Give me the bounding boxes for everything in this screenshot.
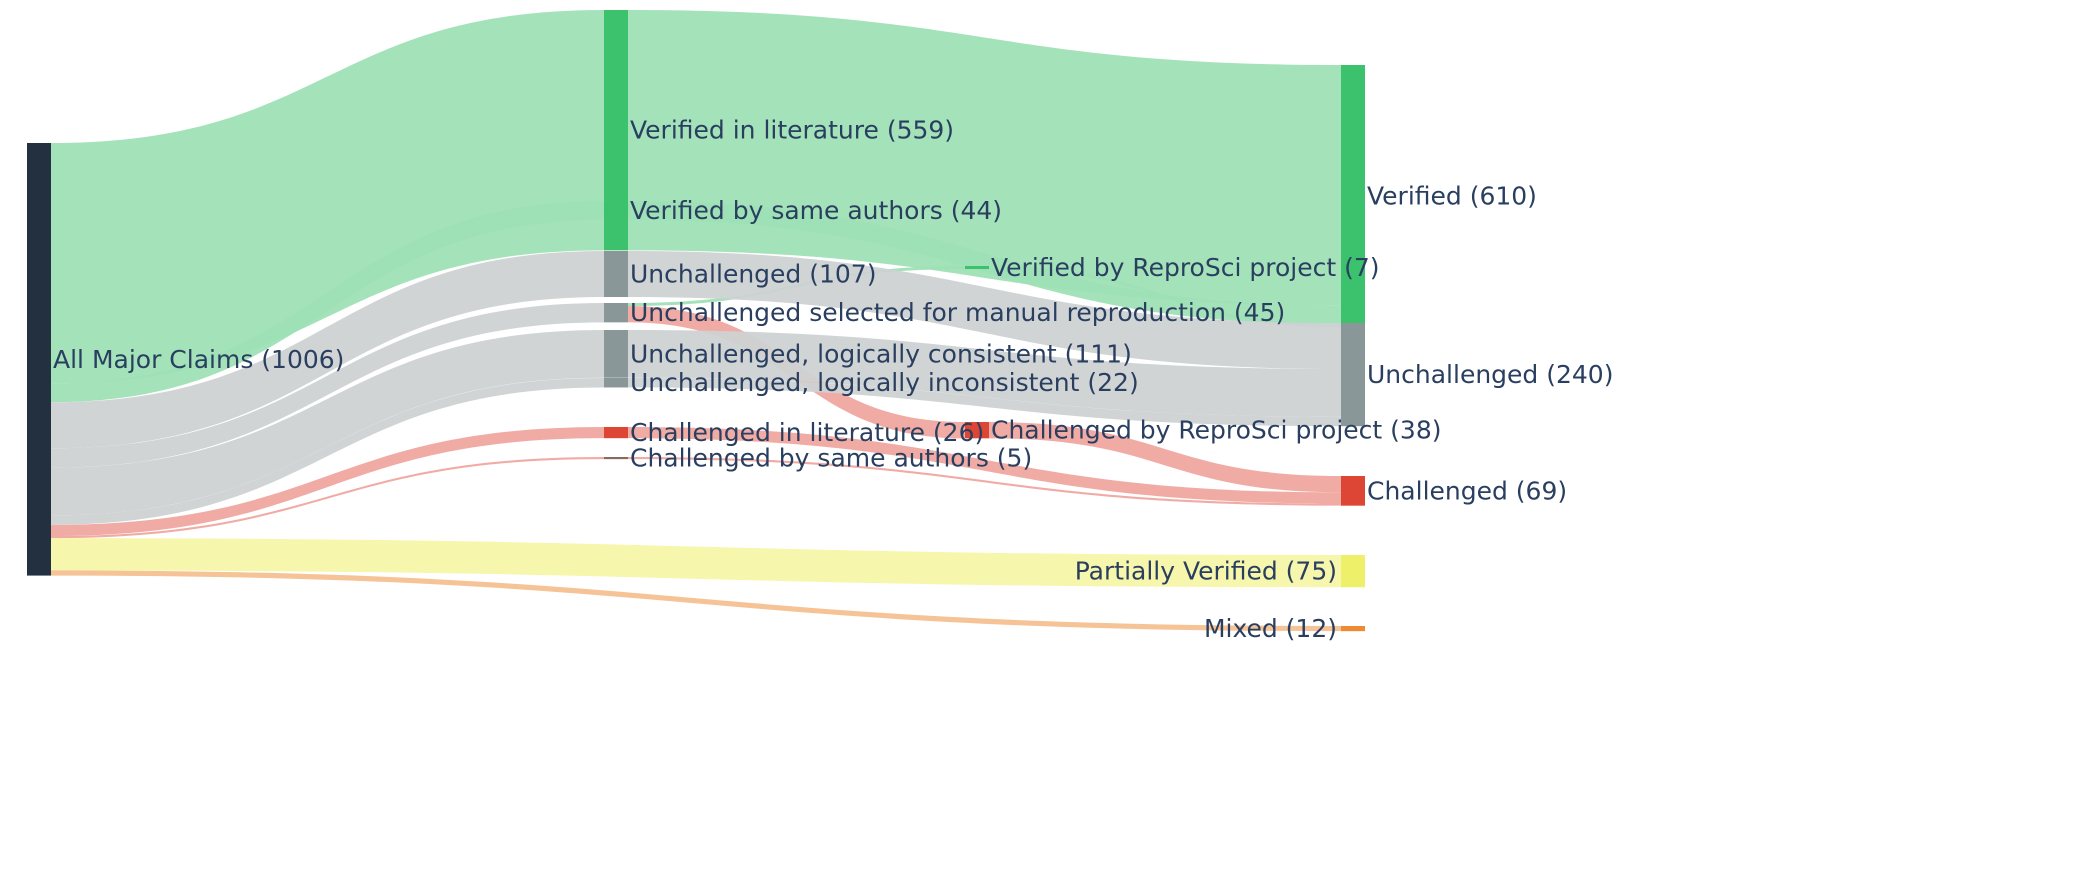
sankey-link-all-to-ucons [51,330,604,516]
sankey-link-unch-to-unchallenged [628,251,1341,370]
sankey-link-csame-to-challenged [628,457,1341,506]
sankey-node-usel [604,303,628,323]
sankey-node-vsame [604,201,628,220]
sankey-node-clit [604,427,628,439]
sankey-node-label-all: All Major Claims (1006) [53,345,344,374]
sankey-labels: All Major Claims (1006) Verified in liter… [53,116,1613,643]
sankey-link-all-to-partial [51,538,1341,588]
sankey-node-ucons [604,330,628,378]
sankey-node-partial [1341,555,1365,588]
sankey-link-all-to-vsame [51,201,604,403]
sankey-node-uincons [604,378,628,388]
sankey-link-clit-to-challenged [628,427,1341,504]
sankey-node-crepro [965,422,989,439]
sankey-links [51,10,1341,632]
sankey-node-unchallenged [1341,323,1365,427]
sankey-node-label-verified: Verified (610) [1367,182,1537,211]
sankey-link-all-to-csame [51,457,604,539]
sankey-link-all-to-uincons [51,378,604,525]
sankey-node-label-crepro: Challenged by ReproSci project (38) [991,416,1441,445]
sankey-node-challenged [1341,476,1365,506]
sankey-node-vrepro [965,266,989,270]
sankey-node-label-mixed: Mixed (12) [1204,614,1337,643]
sankey-link-ucons-to-unchallenged [628,330,1341,417]
sankey-link-vlit-to-verified [628,10,1341,306]
sankey-link-all-to-clit [51,427,604,537]
sankey-node-label-clit: Challenged in literature (26) [630,418,984,447]
sankey-node-label-vlit: Verified in literature (559) [630,116,954,145]
sankey-link-uincons-to-unchallenged [628,378,1341,427]
sankey-node-label-vsame: Verified by same authors (44) [630,196,1002,225]
sankey-node-label-usel: Unchallenged selected for manual reprodu… [630,298,1285,327]
sankey-node-label-ucons: Unchallenged, logically consistent (111) [630,339,1132,368]
sankey-node-label-uincons: Unchallenged, logically inconsistent (22… [630,368,1139,397]
sankey-node-all [27,143,51,576]
sankey-node-label-csame: Challenged by same authors (5) [630,444,1032,473]
sankey-node-mixed [1341,626,1365,632]
sankey-node-verified [1341,65,1365,328]
sankey-link-vrepro-to-verified [989,266,1341,328]
sankey-node-unch [604,251,628,298]
sankey-link-all-to-mixed [51,570,1341,632]
sankey-link-all-to-usel [51,303,604,468]
sankey-node-label-challenged: Challenged (69) [1367,476,1567,505]
sankey-link-crepro-to-challenged [989,422,1341,493]
sankey-node-label-unchallenged: Unchallenged (240) [1367,360,1613,389]
sankey-node-label-unch: Unchallenged (107) [630,260,876,289]
sankey-link-vsame-to-verified [628,201,1341,325]
sankey-link-all-to-vlit [51,10,604,384]
sankey-link-all-to-unch [51,251,604,449]
sankey-nodes [27,10,1365,632]
sankey-node-label-vrepro: Verified by ReproSci project (7) [991,253,1379,282]
sankey-node-csame [604,457,628,460]
sankey-node-label-partial: Partially Verified (75) [1075,557,1337,586]
